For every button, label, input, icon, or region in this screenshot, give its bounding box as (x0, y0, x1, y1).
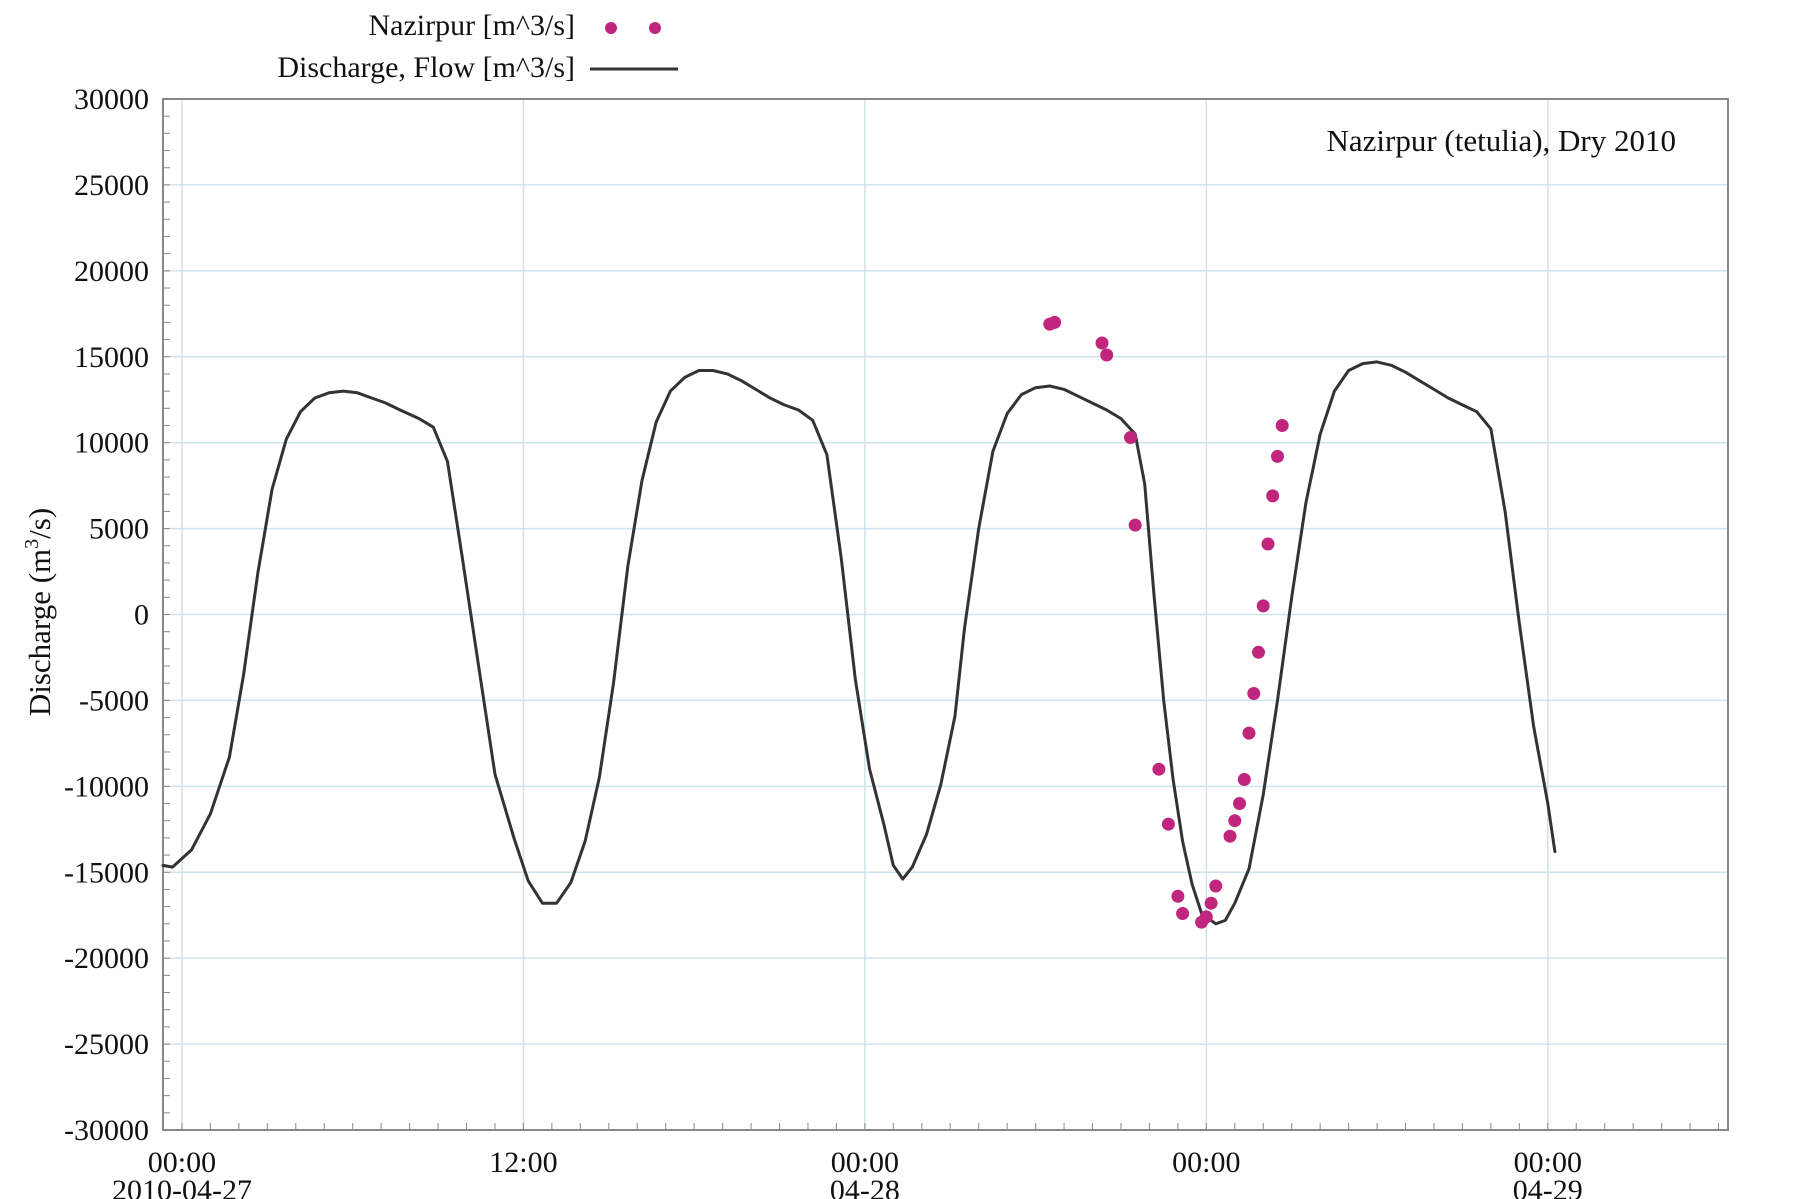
discharge-flow-line (161, 360, 1557, 926)
x-tick-sublabel: 04-28 (830, 1174, 900, 1199)
nazirpur-observed-point (1124, 431, 1137, 444)
x-tick-label: 12:00 (489, 1146, 557, 1179)
nazirpur-observed-point (1271, 449, 1284, 463)
y-tick-labels: 30000 25000 20000 15000 10000 5000 0 -5000 -1000… (64, 83, 149, 1147)
x-tick-label: 00:00 (831, 1146, 899, 1179)
nazirpur-observed-series (1043, 315, 1289, 929)
y-tick-label: 30000 (74, 83, 149, 116)
y-tick-label: 25000 (74, 169, 149, 202)
nazirpur-observed-point (1266, 489, 1280, 503)
y-tick-label: -5000 (79, 684, 149, 717)
y-axis-label-end: /s) (22, 508, 57, 539)
discharge-flow-series (161, 360, 1557, 926)
nazirpur-observed-point (1161, 817, 1175, 831)
nazirpur-observed-point (1152, 762, 1166, 776)
y-axis-label-sup: 3 (21, 539, 43, 549)
nazirpur-observed-point (1242, 726, 1256, 740)
x-tick-label: 00:00 (1172, 1146, 1240, 1179)
nazirpur-observed-point (1237, 773, 1251, 786)
y-tick-label: -25000 (64, 1028, 149, 1061)
nazirpur-observed-point (1100, 348, 1114, 362)
legend-label-nazirpur: Nazirpur [m^3/s] (368, 9, 575, 42)
nazirpur-observed-point (1048, 315, 1062, 329)
y-tick-label: 20000 (74, 255, 149, 288)
nazirpur-observed-point (1252, 645, 1265, 659)
nazirpur-observed-point (1256, 599, 1270, 613)
x-tick-label: 00:00 (148, 1146, 216, 1179)
x-tick-sublabel: 04-29 (1513, 1174, 1583, 1199)
y-tick-label: 5000 (89, 513, 149, 546)
nazirpur-observed-point (1171, 889, 1185, 903)
x-tick-sublabel: 2010-04-27 (112, 1174, 252, 1199)
y-tick-label: 10000 (74, 427, 149, 460)
legend-label-discharge-flow: Discharge, Flow [m^3/s] (277, 51, 575, 84)
nazirpur-observed-point (1209, 879, 1223, 893)
y-tick-label: -20000 (64, 942, 149, 975)
nazirpur-observed-point (1095, 336, 1109, 350)
legend-marker-dot-1 (605, 22, 617, 34)
legend: Nazirpur [m^3/s] Discharge, Flow [m^3/s] (277, 9, 678, 84)
nazirpur-observed-point (1176, 907, 1190, 920)
nazirpur-observed-point (1261, 537, 1275, 551)
x-tick-label: 00:00 (1514, 1146, 1582, 1179)
chart-title: Nazirpur (tetulia), Dry 2010 (1327, 123, 1677, 158)
minor-ticks (163, 98, 1720, 1131)
y-tick-label: 0 (134, 599, 149, 632)
nazirpur-observed-point (1223, 829, 1237, 843)
y-tick-label: -30000 (64, 1114, 149, 1147)
nazirpur-observed-point (1233, 797, 1246, 810)
y-axis-label: Discharge (m3/s) (21, 508, 57, 716)
nazirpur-observed-point (1247, 687, 1261, 700)
y-tick-label: -10000 (64, 770, 149, 803)
nazirpur-observed-point (1128, 518, 1142, 532)
nazirpur-observed-point (1204, 896, 1218, 910)
y-tick-label: -15000 (64, 856, 149, 889)
nazirpur-observed-point (1228, 814, 1242, 828)
nazirpur-observed-point (1275, 419, 1289, 432)
nazirpur-observed-point (1199, 910, 1213, 924)
legend-marker-dot-2 (649, 22, 661, 34)
y-axis-label-main: Discharge (m (22, 549, 57, 716)
y-tick-label: 15000 (74, 341, 149, 374)
